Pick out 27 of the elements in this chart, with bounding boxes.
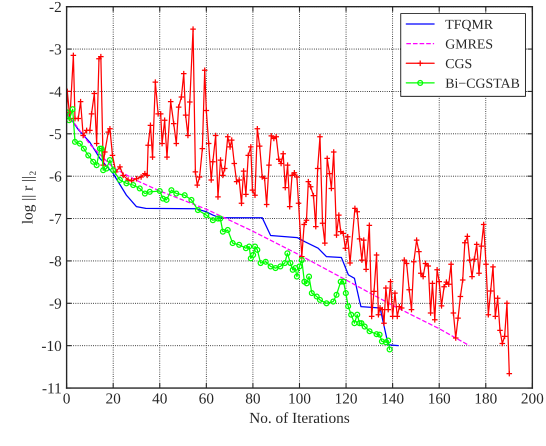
y-tick-label: -9 bbox=[50, 298, 62, 309]
y-tick-label: -2 bbox=[50, 2, 61, 12]
x-tick-label: 200 bbox=[522, 393, 544, 404]
x-axis-title: No. of Iterations bbox=[250, 412, 350, 424]
x-tick-label: 60 bbox=[199, 393, 214, 404]
x-tick-label: 80 bbox=[246, 393, 260, 404]
y-tick-label: -3 bbox=[50, 44, 62, 55]
x-tick-label: 40 bbox=[152, 393, 167, 404]
y-tick-label: -8 bbox=[50, 256, 62, 266]
y-tick-label: -5 bbox=[50, 129, 62, 140]
y-tick-label: -7 bbox=[50, 214, 62, 224]
x-tick-label: 0 bbox=[63, 393, 70, 404]
x-tick-label: 160 bbox=[429, 393, 450, 404]
y-tick-label: -11 bbox=[42, 383, 61, 394]
legend-label: TFQMR bbox=[445, 20, 494, 32]
y-tick-label: -6 bbox=[50, 171, 62, 182]
y-tick-label: -10 bbox=[42, 340, 62, 352]
x-tick-label: 120 bbox=[336, 393, 357, 404]
y-axis-title: log || r ||₂ bbox=[22, 171, 36, 224]
x-tick-label: 20 bbox=[106, 393, 120, 404]
legend-label: Bi−CGSTAB bbox=[446, 78, 520, 88]
y-tick-label: -4 bbox=[50, 86, 62, 97]
x-tick-label: 140 bbox=[382, 393, 404, 404]
x-tick-label: 100 bbox=[289, 393, 310, 404]
legend-label: CGS bbox=[446, 58, 472, 68]
legend-label: GMRES bbox=[446, 39, 492, 49]
x-tick-label: 180 bbox=[476, 393, 497, 404]
